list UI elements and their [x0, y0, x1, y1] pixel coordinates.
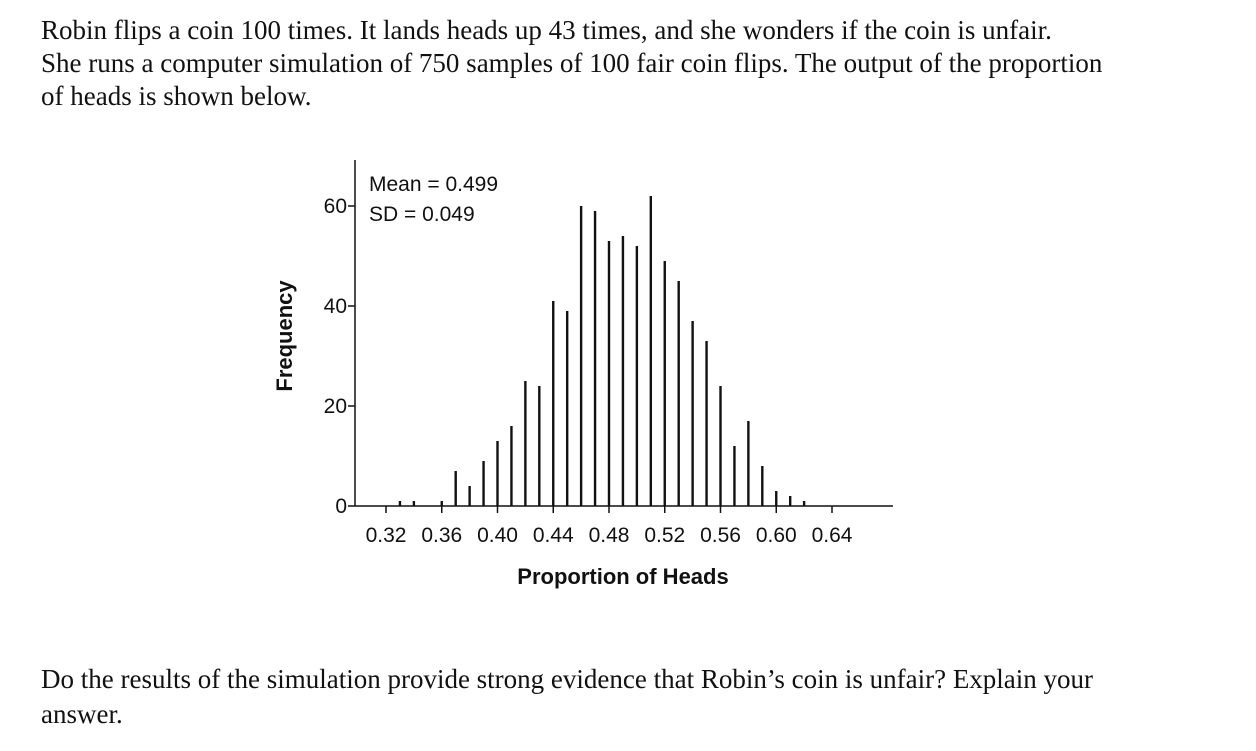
histogram-bar — [552, 301, 555, 506]
histogram-bar — [482, 461, 485, 506]
y-axis-title: Frequency — [272, 280, 297, 392]
x-axis-ticks: 0.32 0.36 0.40 0.44 0.48 0.52 0.56 0.60 0.64 — [366, 506, 853, 547]
histogram-bars — [398, 196, 806, 506]
question-line-2: She runs a computer simulation of 750 sa… — [41, 48, 1103, 78]
histogram-bar — [663, 261, 666, 506]
question-line-3: of heads is shown below. — [41, 81, 312, 111]
y-tick-label: 20 — [324, 395, 347, 418]
histogram-bar — [468, 486, 471, 506]
histogram-bar — [635, 246, 639, 506]
histogram-bar — [579, 206, 583, 506]
histogram-bar — [607, 241, 611, 506]
histogram-bar — [538, 386, 541, 506]
histogram-bar — [510, 426, 513, 506]
histogram-bar — [565, 311, 569, 506]
x-tick-label: 0.64 — [812, 524, 853, 547]
y-tick-label: 40 — [324, 295, 347, 318]
histogram-bar — [761, 466, 764, 506]
x-tick-label: 0.56 — [700, 524, 741, 547]
histogram-bar — [677, 281, 680, 506]
histogram-bar — [398, 501, 402, 506]
y-axis-ticks: 0 20 40 60 — [324, 195, 355, 518]
x-tick-label: 0.40 — [477, 524, 518, 547]
histogram-bar — [496, 441, 499, 506]
x-tick-label: 0.48 — [589, 524, 630, 547]
question-line-1: Robin flips a coin 100 times. It lands h… — [41, 15, 1052, 45]
histogram-bar — [440, 501, 443, 506]
x-tick-label: 0.52 — [644, 524, 685, 547]
x-tick-label: 0.60 — [756, 524, 797, 547]
prompt-line-2: answer. — [41, 699, 123, 729]
histogram-bar — [691, 321, 694, 506]
histogram-bar — [802, 501, 806, 506]
y-tick-label: 0 — [335, 495, 347, 518]
histogram-bar — [412, 501, 416, 506]
prompt-line-1: Do the results of the simulation provide… — [41, 664, 1094, 694]
x-tick-label: 0.32 — [366, 524, 407, 547]
histogram-bar — [788, 496, 792, 506]
mean-annotation: Mean = 0.499 — [369, 173, 498, 196]
y-tick-label: 60 — [324, 195, 347, 218]
histogram-bar — [747, 421, 750, 506]
histogram-bar — [524, 381, 527, 506]
histogram-bar — [454, 471, 457, 506]
x-tick-label: 0.36 — [421, 524, 462, 547]
sd-annotation: SD = 0.049 — [369, 203, 475, 226]
histogram-bar — [649, 196, 653, 506]
histogram-bar — [593, 211, 597, 506]
question-text: Robin flips a coin 100 times. It lands h… — [41, 14, 1181, 113]
histogram-bar — [775, 491, 778, 506]
x-axis-title: Proportion of Heads — [517, 564, 728, 589]
histogram-bar — [719, 386, 722, 506]
histogram-bar — [621, 236, 625, 506]
histogram-bar — [733, 446, 736, 506]
prompt-text: Do the results of the simulation provide… — [41, 662, 1201, 732]
histogram-bar — [705, 341, 708, 506]
x-tick-label: 0.44 — [533, 524, 574, 547]
